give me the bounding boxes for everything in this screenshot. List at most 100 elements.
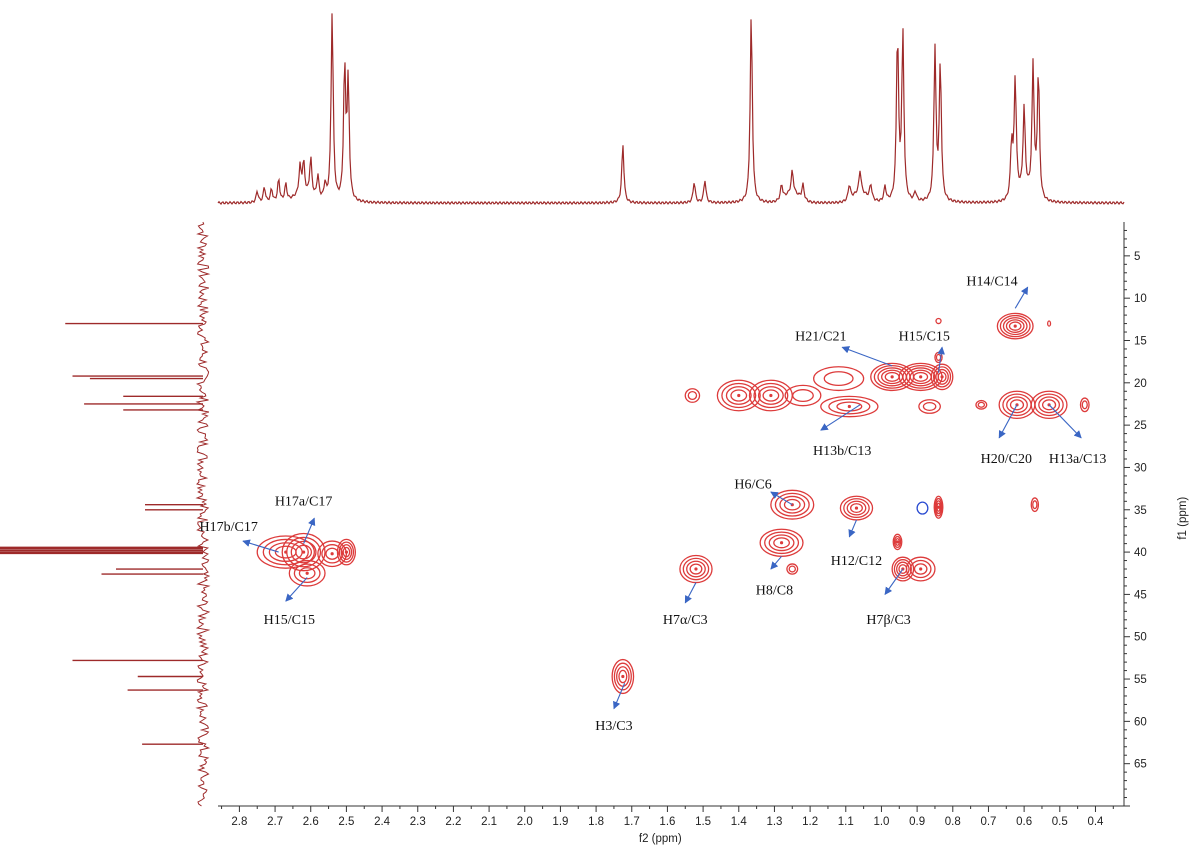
cross-peak-5-level-1 [613, 662, 632, 691]
cross-peak-30-level-2 [1038, 396, 1060, 414]
cross-peak-9-center [769, 393, 773, 398]
annotation-arrow-6 [770, 491, 793, 506]
cross-peak-4-level-3 [342, 546, 351, 558]
cross-peak-6 [679, 554, 713, 584]
cross-peak-6-level-3 [689, 563, 703, 575]
cross-peak-7-level-0 [684, 388, 701, 403]
cross-peak-8-level-3 [730, 389, 748, 402]
cross-peak-28-level-0 [996, 312, 1034, 340]
cross-peak-3-level-1 [321, 544, 344, 564]
x-tick-label-22: 0.6 [1016, 816, 1032, 828]
cross-peak-4 [336, 538, 356, 566]
cross-peak-27 [975, 399, 988, 410]
cross-peak-18-level-2 [905, 367, 936, 387]
x-axis: 2.8 2.7 2.6 2.5 2.4 2.3 2.2 2.1 2.0 1.9 1.8 1.7 1.6 1… [218, 805, 1124, 828]
cross-peak-7 [684, 388, 701, 403]
cross-peak-5 [611, 658, 635, 695]
annotation-arrow-10 [684, 582, 697, 604]
annotation-arrow-4 [998, 404, 1018, 439]
cross-peak-28-level-4 [1008, 321, 1022, 331]
x-tick-label-4: 2.4 [374, 816, 391, 828]
cross-peak-6-level-0 [679, 554, 713, 584]
cross-peak-18-center [919, 375, 923, 379]
y-axis: 5 10 15 20 25 30 35 40 45 50 55 60 65 [1123, 222, 1147, 807]
annotation-arrow-11 [613, 683, 626, 710]
cross-peak-23-center [895, 540, 900, 544]
y-tick-label-2: 15 [1134, 335, 1147, 347]
y-tick-label-9: 50 [1134, 632, 1147, 644]
cross-peak-15-level-2 [836, 401, 863, 412]
x-tick-label-10: 1.8 [588, 816, 604, 828]
cross-peak-32-level-1 [1032, 500, 1038, 510]
cross-peak-30-level-0 [1030, 390, 1068, 420]
cross-peak-14-level-1 [823, 371, 854, 387]
x-tick-label-13: 1.5 [695, 816, 711, 828]
cross-peak-10 [784, 384, 822, 407]
cross-peak-19 [930, 363, 954, 391]
cross-peak-33-level-0 [1047, 320, 1052, 327]
annotation-label-5: H13a/C13 [1049, 452, 1107, 467]
cross-peak-9 [748, 379, 793, 412]
cross-peak-8-level-1 [721, 382, 757, 409]
cross-peak-25-level-0 [891, 556, 915, 582]
cross-peak-15 [820, 395, 879, 418]
cross-peak-10-level-1 [792, 389, 814, 402]
cross-peak-12-level-0 [759, 528, 804, 557]
cross-peak-8-center [737, 393, 741, 398]
cross-peak-32 [1030, 497, 1040, 513]
cross-peak-20 [918, 399, 941, 414]
cross-peak-1-center [302, 550, 306, 554]
annotation-label-12: H17a/C17 [275, 495, 333, 510]
proton-projection-spectrum [217, 13, 1125, 206]
annotation-label-8: H8/C8 [756, 583, 793, 598]
annotation-arrow-9 [884, 568, 904, 596]
cross-peak-1-level-2 [290, 540, 317, 564]
cross-peak-13-level-1 [788, 565, 797, 573]
x-tick-label-1: 2.7 [267, 816, 283, 828]
y-axis-title: f1 (ppm) [1177, 497, 1189, 540]
x-tick-label-20: 0.8 [945, 816, 961, 828]
x-tick-label-0: 2.8 [231, 816, 247, 828]
y-tick-label-11: 60 [1134, 716, 1147, 728]
cross-peak-23-level-0 [892, 533, 903, 551]
peak-annotations: H14/C14 H15/C15 H21/C21 H13b/C13 H20/C20 H13a… [200, 274, 1107, 733]
y-tick-label-8: 45 [1134, 589, 1147, 601]
cross-peak-3-level-0 [317, 540, 348, 568]
y-tick-label-10: 55 [1134, 674, 1147, 686]
cross-peak-19-level-0 [930, 363, 954, 391]
x-tick-label-14: 1.4 [731, 816, 748, 828]
cross-peak-3-center [330, 552, 334, 556]
cross-peak-18-level-4 [913, 371, 929, 382]
cross-peak-2-center [305, 571, 309, 575]
cross-peak-27-level-1 [977, 401, 986, 408]
cross-peak-19-level-2 [935, 368, 949, 385]
cross-peak-1 [281, 532, 326, 572]
cross-peak-25-level-1 [893, 559, 912, 579]
cross-peak-31 [1079, 397, 1090, 413]
cross-peak-16-level-1 [843, 498, 870, 519]
cross-peak-9-level-1 [753, 382, 789, 409]
cross-peak-2-level-2 [298, 567, 316, 580]
cross-peak-19-level-1 [933, 366, 952, 388]
cross-peak-1-level-1 [286, 536, 322, 568]
cross-peak-31-level-1 [1081, 400, 1088, 410]
cross-peak-1-level-0 [281, 532, 326, 572]
cross-peak-4-level-0 [336, 538, 356, 566]
cross-peak-29-level-3 [1009, 399, 1025, 411]
cross-peak-14 [813, 366, 865, 392]
cross-peak-3-level-2 [325, 547, 339, 560]
cross-peak-28-center [1013, 324, 1017, 328]
x-tick-label-3: 2.5 [338, 816, 354, 828]
x-tick-label-16: 1.2 [802, 816, 818, 828]
x-tick-label-2: 2.6 [303, 816, 319, 828]
cross-peak-16-level-2 [846, 500, 867, 516]
cross-peak-28 [996, 312, 1034, 340]
x-tick-label-5: 2.3 [410, 816, 426, 828]
x-tick-label-19: 0.9 [909, 816, 925, 828]
cross-peak-13-level-0 [786, 563, 799, 575]
annotation-arrow-14 [285, 577, 308, 602]
proton-spectrum-trace [217, 13, 1125, 206]
cross-peak-24-level-1 [934, 497, 943, 517]
cross-peak-21-level-0 [935, 317, 942, 325]
annotation-label-1: H15/C15 [899, 329, 950, 344]
